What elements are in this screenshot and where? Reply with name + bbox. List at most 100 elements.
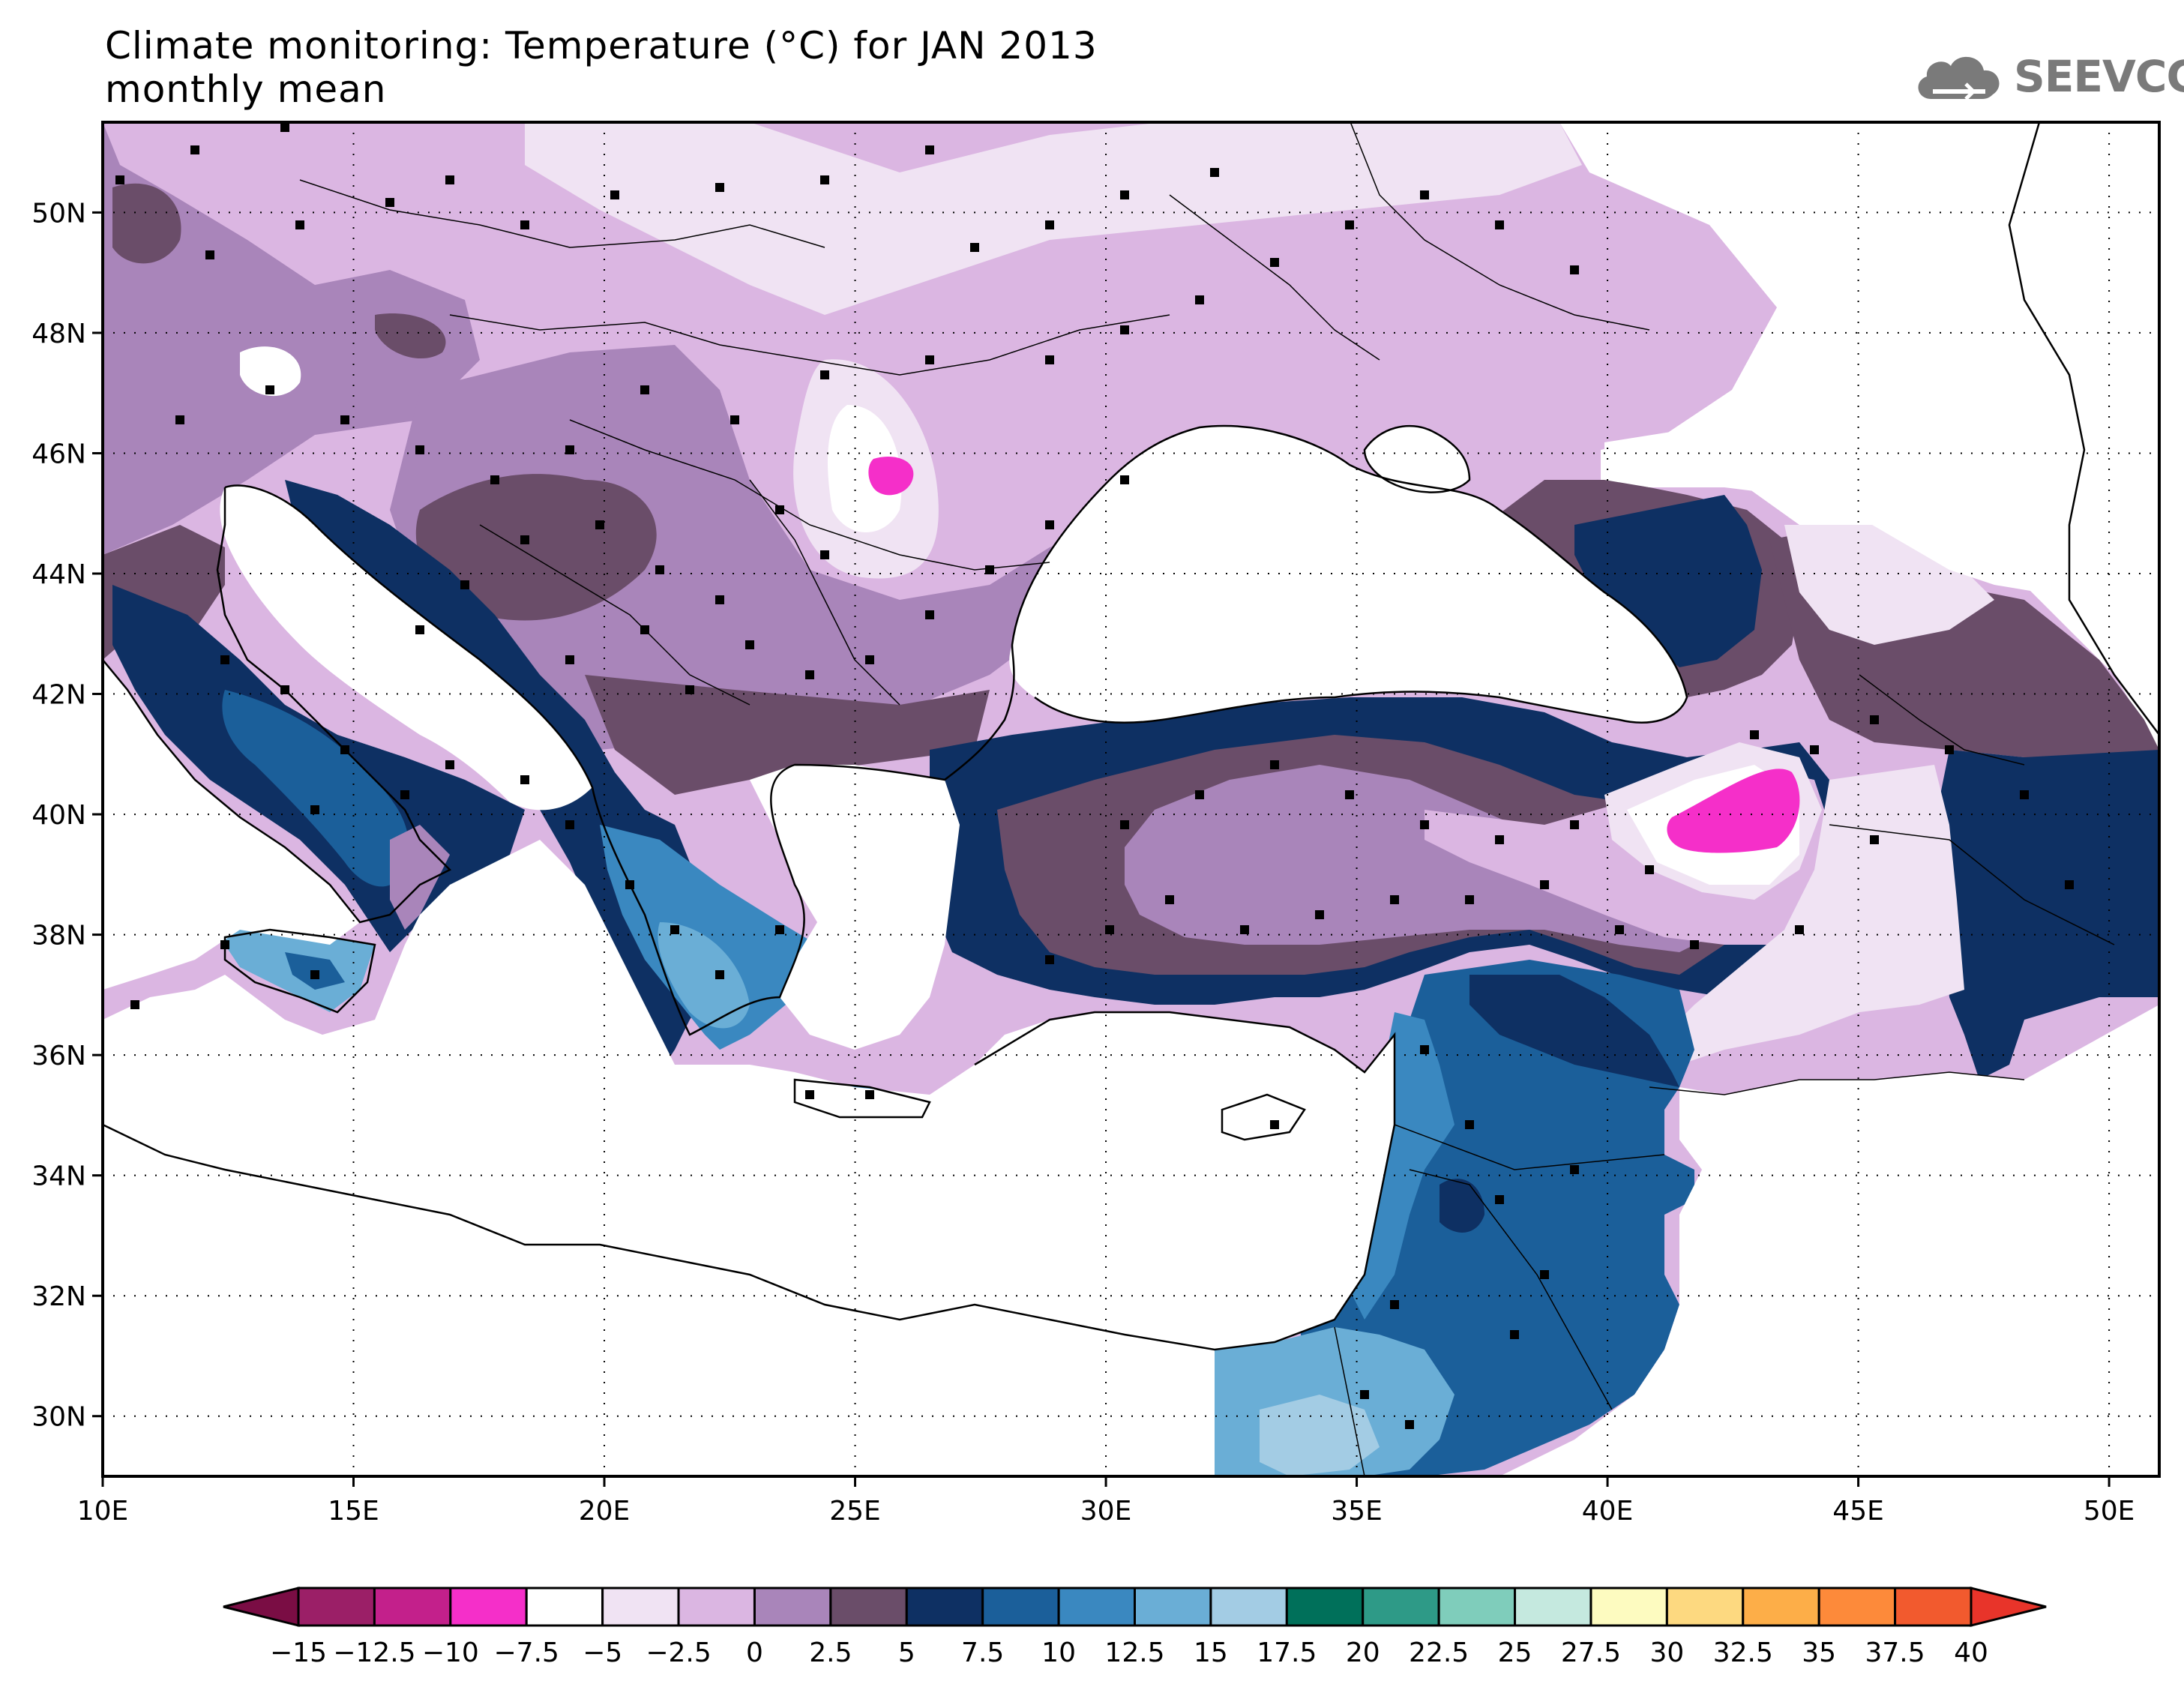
station-marker: [340, 745, 349, 754]
colorbar-label: −7.5: [494, 1638, 559, 1668]
station-marker: [1750, 730, 1759, 739]
colorbar-label: 10: [1041, 1638, 1076, 1668]
station-marker: [310, 970, 319, 979]
colorbar-label: 2.5: [809, 1638, 852, 1668]
station-marker: [1510, 1330, 1519, 1339]
station-marker: [520, 535, 529, 544]
title-line-2: monthly mean: [105, 67, 387, 111]
station-marker: [1045, 355, 1054, 364]
field-minus-5-iran-north: [1649, 765, 1964, 1065]
colorbar-label: 25: [1498, 1638, 1532, 1668]
colorbar-label: 35: [1802, 1638, 1836, 1668]
station-marker: [1795, 925, 1804, 934]
lat-tick-label: 50N: [31, 198, 86, 229]
colorbar-swatch: [905, 1587, 984, 1627]
colorbar-swatch: [525, 1587, 604, 1627]
lat-tick-label: 36N: [31, 1041, 86, 1071]
colorbar-swatch: [677, 1587, 756, 1627]
station-marker: [985, 565, 994, 574]
station-marker: [715, 183, 724, 192]
field-0-to-2-5-alps: [103, 122, 480, 555]
station-marker: [280, 123, 289, 132]
lon-tick-label: 20E: [579, 1496, 631, 1527]
station-marker: [925, 610, 934, 619]
field-minus-5-caucasus: [1784, 525, 1994, 645]
station-marker: [175, 415, 184, 424]
station-marker: [1870, 835, 1879, 844]
station-marker: [460, 580, 469, 589]
station-marker: [265, 385, 274, 394]
station-marker: [715, 970, 724, 979]
station-marker: [400, 790, 409, 799]
map-frame: [101, 121, 2161, 1478]
colorbar-swatch: [1817, 1587, 1897, 1627]
field-2-5-to-5-alps: [112, 183, 181, 264]
title-line-1: Climate monitoring: Temperature (°C) for…: [105, 24, 1098, 67]
station-markers: [115, 123, 2074, 1429]
colorbar-label: −10: [422, 1638, 479, 1668]
station-marker: [1210, 168, 1219, 177]
station-marker: [1645, 865, 1654, 874]
station-marker: [1495, 220, 1504, 229]
lon-tick-label: 50E: [2084, 1496, 2135, 1527]
station-marker: [1390, 895, 1399, 904]
station-marker: [1360, 1390, 1369, 1399]
station-marker: [520, 775, 529, 784]
station-marker: [415, 445, 424, 454]
colorbar-swatch: [1665, 1587, 1745, 1627]
station-marker: [1690, 940, 1699, 949]
station-marker: [1540, 1270, 1549, 1279]
field-minus-5-alps-peak: [240, 346, 301, 397]
station-marker: [1045, 520, 1054, 529]
colorbar-swatch: [1514, 1587, 1592, 1627]
station-marker: [1270, 1120, 1279, 1129]
station-marker: [1120, 190, 1129, 199]
field-5-to-7-5-syria: [1469, 975, 1679, 1087]
field-minus-5-north: [525, 122, 1582, 315]
station-marker: [1390, 1300, 1399, 1309]
lon-tick-label: 25E: [829, 1496, 881, 1527]
station-marker: [1420, 190, 1429, 199]
field-2-5-to-5-austria: [375, 313, 446, 359]
station-marker: [340, 415, 349, 424]
station-marker: [820, 175, 829, 184]
colorbar-label: 22.5: [1409, 1638, 1469, 1668]
station-marker: [280, 685, 289, 694]
station-marker: [820, 550, 829, 559]
lon-tick-label: 35E: [1331, 1496, 1383, 1527]
lat-tick-label: 30N: [31, 1402, 86, 1433]
colorbar-label: 20: [1346, 1638, 1380, 1668]
temperature-field: [103, 122, 2159, 1476]
station-marker: [640, 625, 649, 634]
lon-tick-label: 10E: [77, 1496, 129, 1527]
station-marker: [865, 655, 874, 664]
station-marker: [205, 250, 214, 259]
colorbar-swatch: [1209, 1587, 1288, 1627]
station-marker: [805, 1090, 814, 1099]
lon-tick-label: 15E: [328, 1496, 379, 1527]
station-marker: [1570, 265, 1579, 274]
station-marker: [565, 655, 574, 664]
colorbar-label: 27.5: [1561, 1638, 1621, 1668]
station-marker: [1495, 835, 1504, 844]
colorbar-swatch: [1285, 1587, 1365, 1627]
station-marker: [805, 670, 814, 679]
station-marker: [1495, 1195, 1504, 1204]
station-marker: [1465, 1120, 1474, 1129]
tyrrhenian-mask: [103, 660, 360, 990]
colorbar-swatch: [1894, 1587, 1973, 1627]
lon-tick-label: 40E: [1582, 1496, 1634, 1527]
black-sea-mask: [1009, 426, 1687, 723]
aegean-mask: [750, 765, 960, 1050]
station-marker: [685, 685, 694, 694]
station-marker: [310, 805, 319, 814]
colorbar-label: 12.5: [1104, 1638, 1164, 1668]
colorbar-swatch: [1437, 1587, 1517, 1627]
colorbar-low-arrow: [223, 1587, 300, 1627]
station-marker: [1270, 760, 1279, 769]
field-5-to-7-5-caspian: [1934, 750, 2159, 1080]
lat-tick-label: 38N: [31, 921, 86, 951]
field-5-to-7-5-georgia-coast: [1574, 495, 1762, 667]
country-borders: [299, 122, 2115, 1476]
